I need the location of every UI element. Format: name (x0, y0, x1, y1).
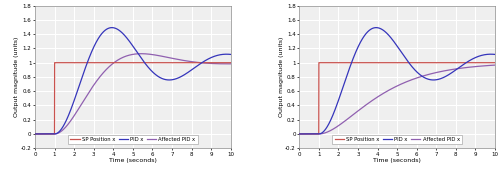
PID x (228, 53, 234, 55)
SP Position x (316, 62, 322, 64)
SP Position x (330, 62, 336, 64)
SP Position x (54, 62, 60, 64)
Affected PID x (330, 128, 336, 130)
SP Position x (66, 62, 72, 64)
Affected PID x (66, 122, 72, 124)
Affected PID x (107, 65, 113, 67)
X-axis label: Time (seconds): Time (seconds) (109, 158, 157, 163)
SP Position x (318, 62, 324, 64)
Affected PID x (380, 93, 386, 95)
Line: PID x: PID x (35, 28, 230, 134)
Y-axis label: Output magnitude (units): Output magnitude (units) (14, 37, 20, 117)
Affected PID x (318, 133, 324, 135)
PID x (318, 132, 324, 134)
SP Position x (107, 62, 113, 64)
PID x (203, 59, 209, 61)
Legend: SP Position x, PID x, Affected PID x: SP Position x, PID x, Affected PID x (332, 135, 462, 144)
SP Position x (467, 62, 473, 64)
X-axis label: Time (seconds): Time (seconds) (373, 158, 421, 163)
PID x (109, 26, 115, 29)
Line: SP Position x: SP Position x (35, 63, 230, 134)
Affected PID x (54, 132, 60, 135)
SP Position x (492, 62, 498, 64)
PID x (224, 53, 230, 55)
Affected PID x (467, 66, 473, 68)
PID x (492, 53, 498, 55)
Line: PID x: PID x (300, 28, 495, 134)
PID x (32, 133, 38, 135)
SP Position x (296, 133, 302, 135)
PID x (488, 53, 494, 55)
SP Position x (52, 62, 58, 64)
PID x (66, 113, 72, 116)
SP Position x (203, 62, 209, 64)
SP Position x (372, 62, 378, 64)
Affected PID x (32, 133, 38, 135)
PID x (373, 26, 379, 29)
Line: Affected PID x: Affected PID x (35, 54, 230, 134)
SP Position x (116, 62, 121, 64)
PID x (54, 132, 60, 134)
Affected PID x (116, 59, 121, 61)
Affected PID x (203, 62, 209, 64)
PID x (107, 27, 113, 29)
Affected PID x (488, 64, 494, 66)
Legend: SP Position x, PID x, Affected PID x: SP Position x, PID x, Affected PID x (68, 135, 198, 144)
Affected PID x (228, 63, 234, 65)
Affected PID x (138, 53, 144, 55)
SP Position x (488, 62, 494, 64)
SP Position x (380, 62, 386, 64)
Affected PID x (372, 98, 378, 100)
Affected PID x (296, 133, 302, 135)
PID x (467, 59, 473, 61)
PID x (296, 133, 302, 135)
PID x (116, 29, 121, 31)
PID x (330, 113, 336, 116)
PID x (380, 29, 386, 31)
SP Position x (32, 133, 38, 135)
Y-axis label: Output magnitude (units): Output magnitude (units) (278, 37, 283, 117)
PID x (372, 27, 378, 29)
SP Position x (228, 62, 234, 64)
Line: Affected PID x: Affected PID x (300, 65, 495, 134)
Affected PID x (224, 63, 230, 65)
Affected PID x (492, 64, 498, 66)
Line: SP Position x: SP Position x (300, 63, 495, 134)
SP Position x (224, 62, 230, 64)
